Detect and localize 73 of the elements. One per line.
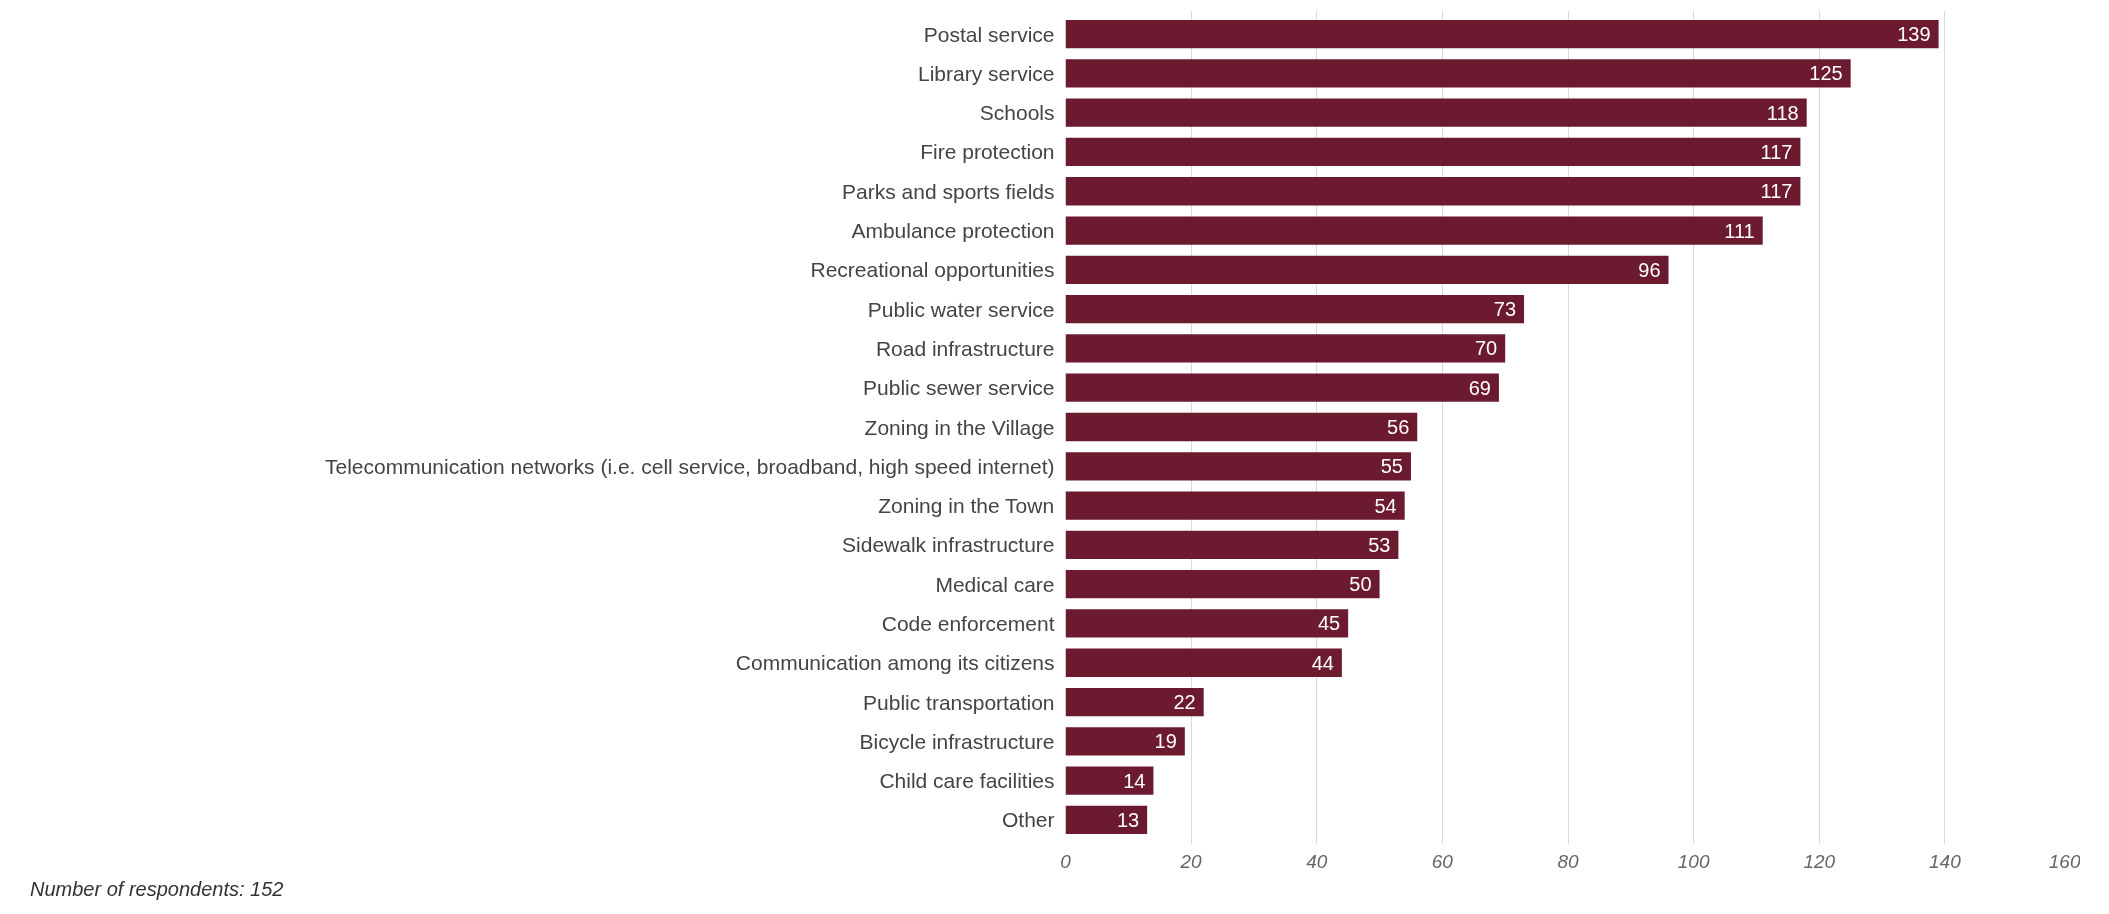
x-tick-label: 20 [1179,850,1203,872]
data-label: 70 [1474,337,1498,360]
bar [1065,727,1185,756]
data-label: 45 [1317,612,1341,635]
data-label: 54 [1374,494,1397,517]
bar [1065,177,1801,206]
data-label: 44 [1311,651,1334,674]
y-tick-label: Parks and sports fields [842,179,1055,203]
bar [1065,648,1342,677]
y-tick-label: Sidewalk infrastructure [842,533,1055,557]
y-tick-label: Medical care [935,572,1055,596]
data-label: 55 [1380,455,1403,478]
bar [1065,452,1411,481]
y-tick-label: Code enforcement [881,611,1055,635]
bar [1065,530,1399,560]
bar [1065,412,1418,442]
data-label: 118 [1766,101,1799,124]
x-tick-label: 40 [1306,850,1328,872]
x-tick-label: 140 [1929,850,1962,872]
bar [1065,255,1669,284]
y-tick-label: Ambulance protection [851,219,1055,243]
x-tick-label: 100 [1677,850,1710,872]
text: Number of respondents: 152 [30,877,284,902]
y-tick-label: Communication among its citizens [735,651,1055,675]
data-label: 22 [1173,691,1196,714]
bar [1065,766,1154,795]
data-label: 69 [1468,376,1491,399]
bar [1065,19,1939,49]
y-tick-label: Zoning in the Town [878,494,1055,518]
y-tick-label: Recreational opportunities [810,258,1055,282]
bar [1065,609,1349,638]
data-label: 53 [1368,533,1391,556]
bar [1065,216,1763,245]
y-tick-label: Child care facilities [879,769,1055,793]
data-label: 13 [1116,808,1140,831]
bar [1065,687,1204,717]
bar [1065,59,1851,88]
y-tick-label: Other [1001,808,1055,832]
x-tick-label: 120 [1803,850,1836,872]
y-tick-label: Road infrastructure [875,336,1055,360]
bar [1065,491,1405,520]
y-tick-label: Zoning in the Village [864,415,1055,439]
data-label: 73 [1493,298,1517,321]
x-tick-label: 160 [2048,850,2081,872]
bar [1065,805,1148,835]
y-tick-label: Fire protection [920,140,1055,164]
y-tick-label: Public sewer service [863,376,1055,400]
data-label: 117 [1760,140,1793,163]
x-tick-label: 60 [1431,850,1454,872]
bar [1065,570,1380,599]
x-tick-label: 80 [1557,850,1579,872]
data-label: 111 [1724,219,1755,242]
data-label: 56 [1387,416,1410,438]
data-label: 19 [1154,730,1177,753]
bar [1065,334,1506,363]
y-tick-label: Bicycle infrastructure [859,729,1055,753]
data-label: 96 [1638,258,1661,281]
data-label: 14 [1123,769,1146,792]
y-tick-label: Public transportation [863,690,1055,714]
y-tick-label: Telecommunication networks (i.e. cell service, broadband, high speed internet) [324,454,1055,478]
data-label: 139 [1897,23,1931,46]
y-tick-label: Schools [979,101,1055,125]
y-tick-label: Postal service [923,22,1055,46]
bar [1065,294,1525,324]
bar [1065,98,1807,127]
x-tick-label: 0 [1060,850,1072,872]
y-tick-label: Library service [917,61,1055,85]
y-tick-label: Public water service [867,297,1055,321]
data-label: 50 [1349,573,1372,596]
data-label: 125 [1809,62,1843,85]
bar [1065,373,1499,402]
data-label: 117 [1760,180,1793,203]
bar [1065,137,1801,167]
